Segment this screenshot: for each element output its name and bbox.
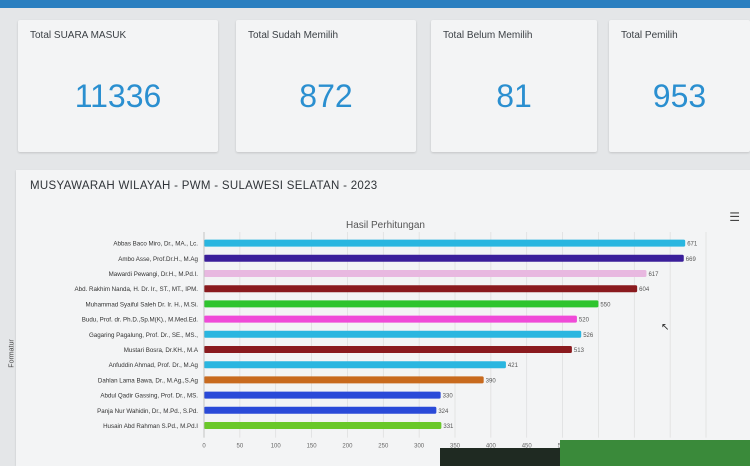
stat-card-total-sudah-memilih: Total Sudah Memilih 872 xyxy=(236,20,416,152)
bar-value-label: 390 xyxy=(486,378,497,384)
bar-value-label: 513 xyxy=(574,348,585,354)
bar[interactable] xyxy=(204,239,686,247)
y-category-label: Ambo Asse, Prof.Dr.H., M.Ag xyxy=(118,256,198,263)
bar-value-label: 604 xyxy=(639,287,650,293)
bar[interactable] xyxy=(204,346,572,353)
bar[interactable] xyxy=(204,285,638,293)
results-panel: MUSYAWARAH WILAYAH - PWM - SULAWESI SELA… xyxy=(9,170,750,466)
stat-card-total-belum-memilih: Total Belum Memilih 81 xyxy=(431,20,597,152)
y-category-label: Muhammad Syaiful Saleh Dr. Ir. H., M.Si. xyxy=(86,301,199,308)
x-tick-label: 200 xyxy=(342,444,353,450)
bar[interactable] xyxy=(204,361,506,369)
y-category-label: Mustari Bosra, Dr.KH., M.A xyxy=(124,347,199,354)
y-category-label: Abdul Qadir Gassing, Prof. Dr., MS. xyxy=(100,393,198,400)
bar-value-label: 421 xyxy=(508,363,519,369)
stat-card-total-pemilih: Total Pemilih 953 xyxy=(609,20,750,152)
hamburger-menu-icon[interactable]: ☰ xyxy=(729,210,740,224)
bar[interactable] xyxy=(204,391,441,399)
x-tick-label: 0 xyxy=(202,444,206,450)
bar-value-label: 526 xyxy=(583,333,594,339)
y-category-label: Gagaring Pagalung, Prof. Dr., SE., MS., xyxy=(89,332,198,339)
x-tick-label: 100 xyxy=(271,444,282,450)
bar-value-label: 617 xyxy=(648,272,659,278)
bar-chart: 0501001502002503003504004505005506006507… xyxy=(75,232,712,450)
stat-value: 953 xyxy=(652,78,707,114)
y-category-label: Abbas Baco Miro, Dr., MA., Lc. xyxy=(113,241,198,248)
stat-value: 11336 xyxy=(74,78,162,114)
mouse-cursor-icon: ↖ xyxy=(661,322,670,333)
bar[interactable] xyxy=(204,422,442,429)
x-tick-label: 300 xyxy=(414,444,425,450)
stat-label: Total SUARA MASUK xyxy=(30,30,127,41)
stat-label: Total Sudah Memilih xyxy=(248,30,339,41)
x-tick-label: 450 xyxy=(522,444,533,450)
bar[interactable] xyxy=(204,330,582,338)
chart-title: Hasil Perhitungan xyxy=(346,220,425,231)
bar-value-label: 671 xyxy=(687,242,698,248)
stat-label: Total Pemilih xyxy=(621,30,678,41)
y-category-label: Panja Nur Wahidin, Dr., M.Pd., S.Pd. xyxy=(97,408,198,415)
y-category-label: Mawardi Pewangi, Dr.H., M.Pd.I. xyxy=(109,271,199,278)
bar-value-label: 331 xyxy=(443,424,454,430)
bar-value-label: 520 xyxy=(579,318,590,324)
y-category-label: Dahlan Lama Bawa, Dr., M.Ag.,S.Ag xyxy=(98,377,199,384)
bar[interactable] xyxy=(204,254,684,262)
y-category-label: Abd. Rakhim Nanda, H. Dr. Ir., ST., MT.,… xyxy=(75,286,199,293)
background-strip xyxy=(560,440,750,466)
y-axis-label: Formatur xyxy=(8,339,16,368)
bar-value-label: 324 xyxy=(438,409,449,415)
bar[interactable] xyxy=(204,315,577,323)
top-navbar xyxy=(0,0,750,8)
background-strip xyxy=(440,448,560,466)
y-category-label: Anfuddin Ahmad, Prof. Dr., M.Ag xyxy=(109,362,199,369)
bar[interactable] xyxy=(204,300,599,308)
stat-value: 872 xyxy=(299,78,353,114)
bar[interactable] xyxy=(204,376,484,384)
x-tick-label: 150 xyxy=(307,444,318,450)
bar-value-label: 669 xyxy=(686,257,697,263)
bar[interactable] xyxy=(204,406,437,414)
y-category-label: Budu, Prof. dr. Ph.D.,Sp.M(K)., M.Med.Ed… xyxy=(82,317,199,324)
bar-value-label: 550 xyxy=(600,302,611,308)
x-tick-label: 400 xyxy=(486,444,497,450)
stat-label: Total Belum Memilih xyxy=(443,30,533,41)
panel-title: MUSYAWARAH WILAYAH - PWM - SULAWESI SELA… xyxy=(30,180,378,192)
x-tick-label: 350 xyxy=(450,444,461,450)
stat-card-total-suara-masuk: Total SUARA MASUK 11336 xyxy=(18,20,218,152)
x-tick-label: 50 xyxy=(237,444,244,450)
bar[interactable] xyxy=(204,270,647,277)
stat-value: 81 xyxy=(496,78,532,114)
x-tick-label: 250 xyxy=(378,444,389,450)
y-category-label: Husain Abd Rahman S.Pd., M.Pd.I xyxy=(103,423,198,430)
bar-value-label: 330 xyxy=(443,394,454,400)
